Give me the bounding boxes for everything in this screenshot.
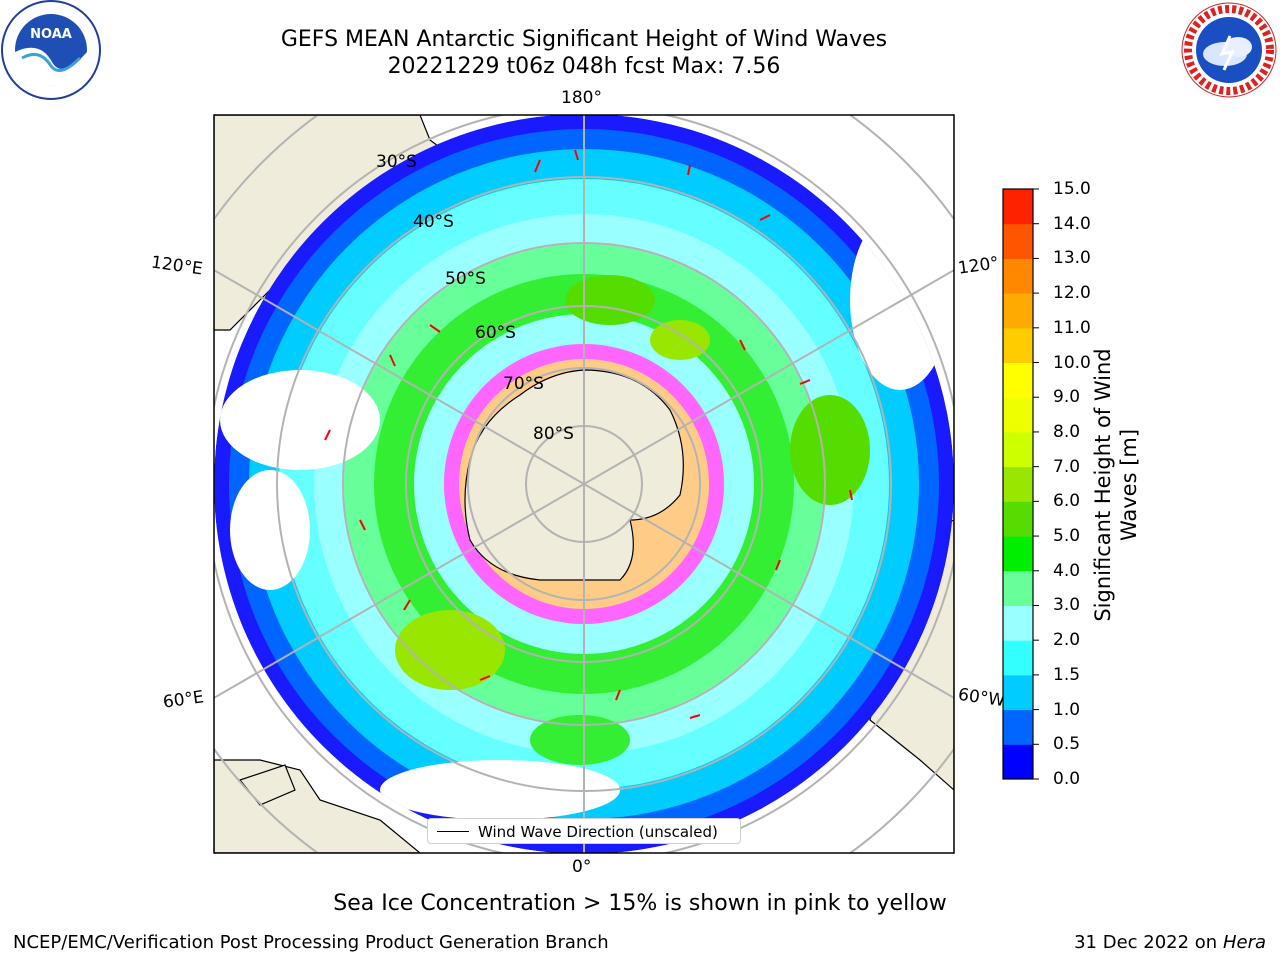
colorbar-tick-label: 10.0 (1053, 352, 1091, 373)
antarctica-land (464, 369, 684, 581)
lat-label-60s: 60°S (475, 323, 516, 343)
colorbar-tick-label: 9.0 (1053, 387, 1081, 408)
lat-label-30s: 30°S (376, 152, 417, 172)
lat-label-80s: 80°S (533, 424, 574, 444)
legend-label: Wind Wave Direction (unscaled) (478, 823, 718, 841)
colorbar-tick-label: 14.0 (1053, 213, 1091, 234)
lon-label-bottom: 0° (572, 857, 592, 877)
colorbar-tick-label: 3.0 (1053, 595, 1081, 616)
colorbar-tick-label: 11.0 (1053, 317, 1091, 338)
noaa-logo: NOAA (0, 0, 104, 100)
colorbar-tick-label: 15.0 (1053, 179, 1091, 199)
colorbar-tick-label: 8.0 (1053, 421, 1081, 442)
wave-direction-arrows (324, 149, 853, 719)
map-legend: Wind Wave Direction (unscaled) (427, 818, 741, 844)
colorbar-tick-label: 6.0 (1053, 491, 1081, 512)
colorbar-tick-label: 1.5 (1053, 664, 1081, 685)
lon-label-top: 180° (561, 88, 602, 108)
colorbar-tick-label: 0.0 (1053, 769, 1081, 789)
colorbar-tick-label: 5.0 (1053, 526, 1081, 547)
sea-ice-note: Sea Ice Concentration > 15% is shown in … (333, 891, 947, 916)
lat-label-70s: 70°S (503, 374, 544, 394)
colorbar-tick-label: 12.0 (1053, 283, 1091, 304)
colorbar-tick-label: 4.0 (1053, 560, 1081, 581)
svg-text:NOAA: NOAA (30, 27, 72, 42)
lat-label-50s: 50°S (445, 269, 486, 289)
colorbar-tick-label: 1.0 (1053, 699, 1081, 720)
chart-title: GEFS MEAN Antarctic Significant Height o… (280, 27, 888, 52)
colorbar-tick-label: 0.5 (1053, 734, 1081, 755)
chart-subtitle: 20221229 t06z 048h fcst Max: 7.56 (387, 54, 781, 79)
colorbar-title: Significant Height of Wind Waves [m] (1091, 348, 1141, 622)
colorbar-tick-label: 2.0 (1053, 630, 1081, 651)
colorbar-tick-label: 13.0 (1053, 248, 1091, 269)
footer-credit: NCEP/EMC/Verification Post Processing Pr… (13, 932, 609, 953)
colorbar-tick-label: 7.0 (1053, 456, 1081, 477)
legend-line-sample (437, 831, 469, 832)
nws-logo (1180, 2, 1278, 98)
footer-date: 31 Dec 2022 on Hera (1074, 932, 1266, 953)
lat-label-40s: 40°S (413, 212, 454, 232)
